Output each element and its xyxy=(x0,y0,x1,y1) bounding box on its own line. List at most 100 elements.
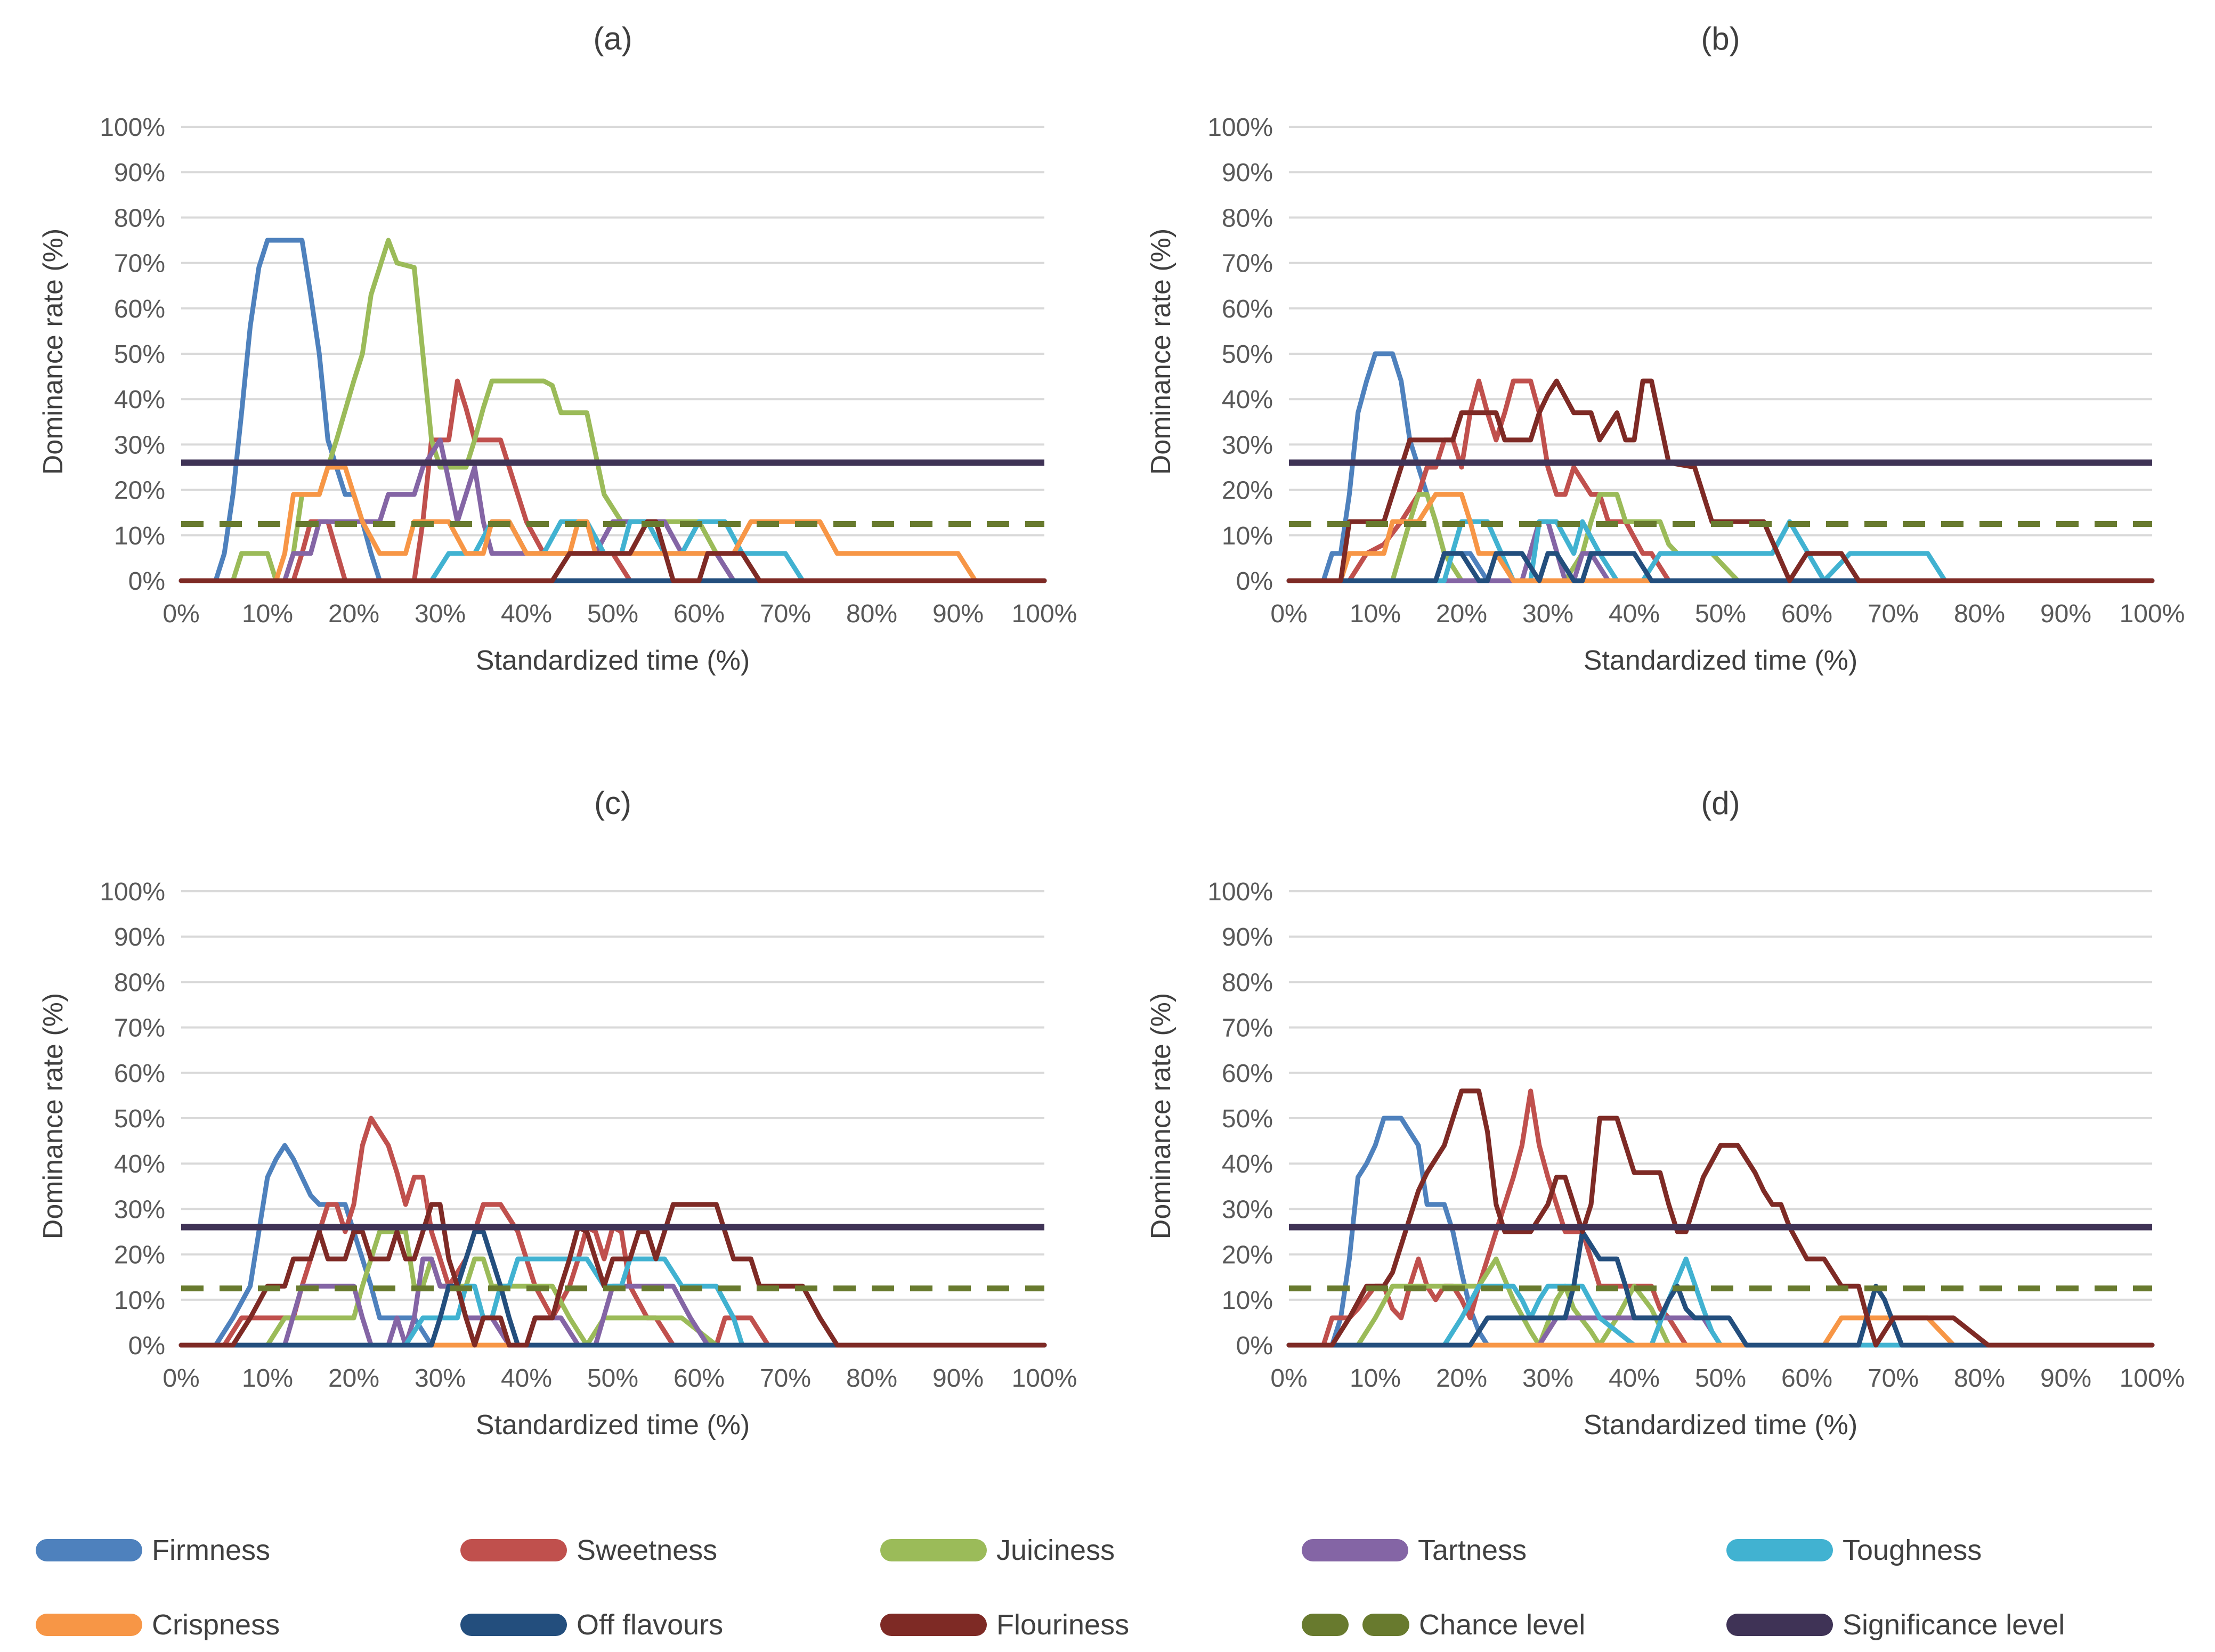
y-tick-label: 90% xyxy=(1222,159,1273,187)
legend-item-juiciness: Juiciness xyxy=(880,1532,1115,1569)
legend-item-sweetness: Sweetness xyxy=(460,1532,717,1569)
series-toughness-line xyxy=(1286,519,2155,583)
x-tick-label: 10% xyxy=(242,600,293,628)
legend-pill xyxy=(36,1539,142,1561)
legend-label: Crispness xyxy=(152,1609,280,1641)
legend-item-crispness: Crispness xyxy=(36,1606,280,1643)
legend-label: Juiciness xyxy=(996,1534,1115,1566)
legend-item-significance-level: Significance level xyxy=(1726,1606,2065,1643)
series-sweetness-line xyxy=(179,1116,1047,1348)
y-tick-label: 0% xyxy=(128,1332,165,1360)
y-tick-label: 0% xyxy=(128,567,165,596)
series-toughness-line xyxy=(1286,1256,2155,1348)
x-tick-label: 60% xyxy=(674,600,725,628)
flouriness-line-swatch-icon xyxy=(880,1614,987,1636)
y-tick-label: 60% xyxy=(1222,295,1273,323)
panel-b: (b) Dominance rate (%) 0% 10% 20% 30% 40% 50%… xyxy=(1108,5,2215,772)
x-tick-label: 70% xyxy=(760,600,811,628)
y-tick-label: 40% xyxy=(1222,1150,1273,1178)
y-tick-label: 10% xyxy=(1222,522,1273,550)
y-tick-label: 70% xyxy=(1222,1014,1273,1043)
y-tick-label: 10% xyxy=(114,522,165,550)
y-tick-label: 90% xyxy=(114,159,165,187)
x-tick-label: 40% xyxy=(1609,600,1660,628)
legend-pill xyxy=(1302,1539,1408,1561)
y-tick-label: 100% xyxy=(100,113,165,142)
x-tick-label: 90% xyxy=(2040,600,2091,628)
legend-pill xyxy=(1726,1539,1833,1561)
legend-label: Off flavours xyxy=(577,1609,724,1641)
series-flouriness-line xyxy=(1286,1088,2155,1348)
y-tick-label: 50% xyxy=(114,340,165,369)
y-tick-label: 70% xyxy=(1222,250,1273,278)
x-tick-label: 20% xyxy=(328,1364,379,1393)
legend-pill xyxy=(460,1539,567,1561)
x-tick-label: 30% xyxy=(1522,1364,1573,1393)
legend-pill xyxy=(880,1614,987,1636)
legend-label: Significance level xyxy=(1843,1609,2065,1641)
panel-b-plot: 0% 10% 20% 30% 40% 50% 60% 70% 80% 90% 100% 0% 10% 20… xyxy=(1207,113,2185,628)
series-off-flavours-line xyxy=(179,1229,1047,1348)
x-tick-label: 90% xyxy=(932,600,984,628)
x-tick-label: 10% xyxy=(242,1364,293,1393)
series-juiciness-line xyxy=(1286,1256,2155,1348)
x-tick-label: 60% xyxy=(674,1364,725,1393)
legend-item-toughness: Toughness xyxy=(1726,1532,1982,1569)
series-off-flavours-line xyxy=(1286,551,2155,583)
y-tick-label: 70% xyxy=(114,250,165,278)
legend-item-chance-level: Chance level xyxy=(1302,1606,1585,1643)
x-tick-label: 50% xyxy=(1695,1364,1746,1393)
x-tick-label: 30% xyxy=(415,600,466,628)
legend-item-flouriness: Flouriness xyxy=(880,1606,1129,1643)
x-tick-label: 60% xyxy=(1781,600,1832,628)
x-tick-label: 10% xyxy=(1350,1364,1401,1393)
x-tick-label: 20% xyxy=(1436,1364,1487,1393)
y-tick-label: 80% xyxy=(114,969,165,997)
y-tick-label: 100% xyxy=(100,878,165,906)
legend: Firmness Sweetness Juiciness Tartness To… xyxy=(0,1521,2215,1652)
tartness-line-swatch-icon xyxy=(1302,1539,1408,1561)
legend-item-firmness: Firmness xyxy=(36,1532,270,1569)
panel-a: (a) Dominance rate (%) 0% 10% 20% 30% 40% 50%… xyxy=(0,5,1107,772)
y-tick-label: 30% xyxy=(114,431,165,459)
series-crispness-line xyxy=(1286,492,2155,583)
x-tick-label: 60% xyxy=(1781,1364,1832,1393)
panel-b-x-axis-title: Standardized time (%) xyxy=(1583,645,1858,676)
sweetness-line-swatch-icon xyxy=(460,1539,567,1561)
x-tick-label: 70% xyxy=(1868,600,1919,628)
x-tick-label: 20% xyxy=(328,600,379,628)
x-tick-label: 20% xyxy=(1436,600,1487,628)
legend-pill xyxy=(1726,1614,1833,1636)
y-tick-label: 30% xyxy=(1222,1195,1273,1224)
x-tick-label: 100% xyxy=(2120,1364,2185,1393)
x-tick-label: 80% xyxy=(846,600,897,628)
x-tick-label: 40% xyxy=(1609,1364,1660,1393)
y-tick-label: 30% xyxy=(114,1195,165,1224)
chance-level-dashed-swatch-icon xyxy=(1302,1614,1409,1636)
legend-label: Tartness xyxy=(1418,1534,1527,1566)
panel-b-title: (b) xyxy=(1701,21,1740,56)
crispness-line-swatch-icon xyxy=(36,1614,142,1636)
panel-a-x-axis-title: Standardized time (%) xyxy=(475,645,750,676)
legend-pill xyxy=(460,1614,567,1636)
x-tick-label: 70% xyxy=(1868,1364,1919,1393)
x-tick-label: 40% xyxy=(501,1364,552,1393)
panel-a-plot: 0% 10% 20% 30% 40% 50% 60% 70% 80% 90% 100% 0% 10% 20… xyxy=(100,113,1077,628)
x-tick-label: 30% xyxy=(415,1364,466,1393)
off-flavours-line-swatch-icon xyxy=(460,1614,567,1636)
legend-label: Toughness xyxy=(1843,1534,1982,1566)
legend-label: Sweetness xyxy=(577,1534,718,1566)
y-tick-label: 40% xyxy=(1222,386,1273,414)
x-tick-label: 30% xyxy=(1522,600,1573,628)
panel-d-title: (d) xyxy=(1701,785,1740,821)
y-tick-label: 10% xyxy=(114,1287,165,1315)
y-tick-label: 60% xyxy=(114,1060,165,1088)
panel-c: (c) Dominance rate (%) 0% 10% 20% 30% 40% 50%… xyxy=(0,770,1107,1537)
legend-dash xyxy=(1302,1614,1349,1636)
panel-d: (d) Dominance rate (%) 0% 10% 20% 30% 40% 50%… xyxy=(1108,770,2215,1537)
series-toughness-line xyxy=(179,1256,1047,1348)
series-sweetness-line xyxy=(1286,1088,2155,1348)
x-tick-label: 70% xyxy=(760,1364,811,1393)
y-tick-label: 20% xyxy=(1222,1241,1273,1269)
